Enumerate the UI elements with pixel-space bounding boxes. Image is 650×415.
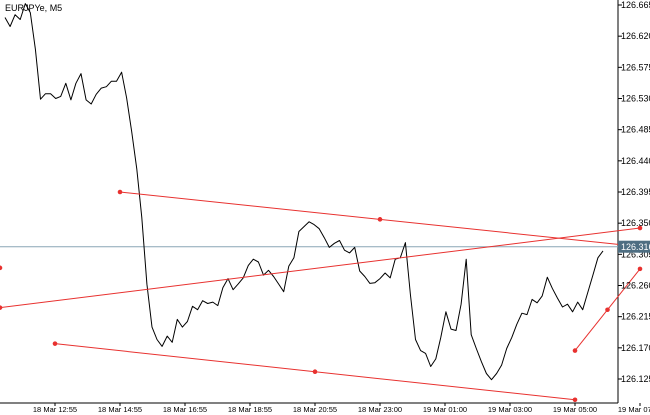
price-series-group xyxy=(4,3,604,381)
y-tick-label: 126.215 xyxy=(621,312,650,322)
x-tick-label: 18 Mar 14:55 xyxy=(98,405,142,414)
y-tick-label: 126.260 xyxy=(621,281,650,291)
y-tick-label: 126.440 xyxy=(621,156,650,166)
trendline-midpoint[interactable] xyxy=(312,369,318,375)
trendline-midpoint[interactable] xyxy=(0,265,3,271)
x-tick-label: 19 Mar 07:00 xyxy=(618,405,650,414)
y-tick-label: 126.485 xyxy=(621,125,650,135)
y-tick-label: 126.125 xyxy=(621,374,650,384)
trendline-midpoint[interactable] xyxy=(605,307,610,313)
x-tick-label: 19 Mar 03:00 xyxy=(488,405,532,414)
x-tick-label: 18 Mar 18:55 xyxy=(228,405,272,414)
trendline-anchor-point[interactable] xyxy=(637,266,643,272)
x-tick-label: 18 Mar 12:55 xyxy=(33,405,77,414)
y-tick-label: 126.170 xyxy=(621,343,650,353)
y-axis-labels: 126.665 126.620 126.575 126.530 126.485 126.4… xyxy=(618,0,650,384)
y-tick-label: 126.575 xyxy=(621,62,650,72)
symbol-label: EURJPYe, M5 xyxy=(5,3,63,13)
y-tick-label: 126.395 xyxy=(621,187,650,197)
y-tick-label: 126.350 xyxy=(621,218,650,228)
trendline-midpoint[interactable] xyxy=(377,217,383,222)
x-tick-label: 19 Mar 01:00 xyxy=(423,405,467,414)
x-tick-label: 18 Mar 20:55 xyxy=(293,405,337,414)
price-series-line xyxy=(4,3,604,381)
trendlines-group[interactable] xyxy=(0,189,643,403)
current-price-badge: 126.316 xyxy=(618,240,650,253)
current-price-label: 126.316 xyxy=(621,242,650,252)
x-tick-label: 18 Mar 16:55 xyxy=(163,405,207,414)
trendline-anchor-point[interactable] xyxy=(0,305,3,310)
trendline[interactable] xyxy=(0,227,641,309)
chart-axes xyxy=(0,0,619,404)
y-tick-label: 126.530 xyxy=(621,94,650,104)
current-price-badge-bg xyxy=(618,240,650,253)
trendline-anchor-point[interactable] xyxy=(637,225,643,231)
trendline-anchor-point[interactable] xyxy=(572,348,578,353)
trendline-anchor-point[interactable] xyxy=(52,341,58,346)
x-tick-label: 18 Mar 23:00 xyxy=(358,405,402,414)
trendline-anchor-point[interactable] xyxy=(572,397,578,403)
y-tick-label: 126.665 xyxy=(621,0,650,10)
trendline-anchor-point[interactable] xyxy=(117,189,123,195)
y-tick-label: 126.305 xyxy=(621,249,650,259)
x-axis-labels: 18 Mar 12:55 18 Mar 14:55 18 Mar 16:55 18 M… xyxy=(33,403,650,414)
x-tick-label: 19 Mar 05:00 xyxy=(553,405,597,414)
y-tick-label: 126.620 xyxy=(621,31,650,41)
